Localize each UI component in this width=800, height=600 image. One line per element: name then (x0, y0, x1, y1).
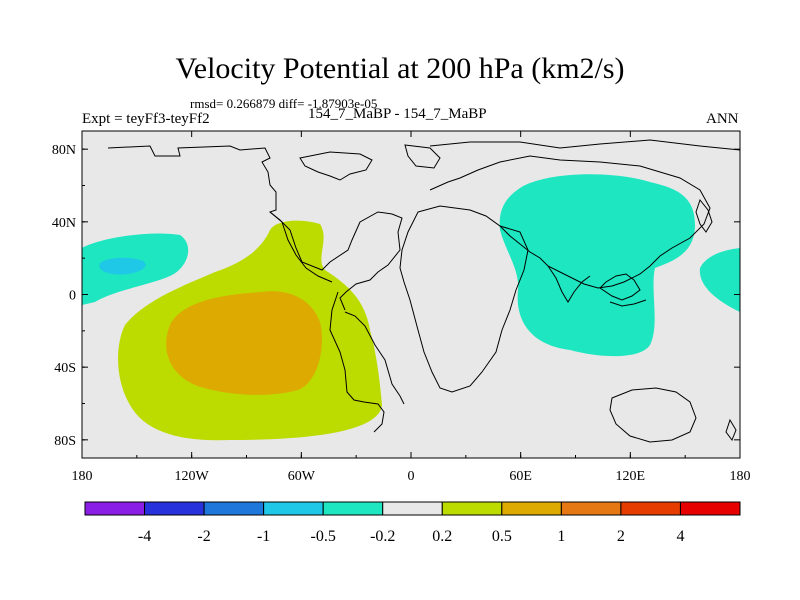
eurasia-outline (429, 139, 740, 289)
north-america-west-coast (269, 211, 333, 283)
south-america-outline (329, 291, 405, 433)
japan-outline (695, 198, 713, 233)
x-axis: 180 120W 60W 0 60E 120E 180 (72, 131, 751, 484)
colorbar-label: 2 (617, 528, 625, 545)
positive-0.5-core (166, 291, 322, 395)
colorbar-box (560, 501, 622, 516)
colorbar-label: -0.2 (370, 528, 395, 545)
x-tick-label: 120E (616, 469, 646, 484)
colorbar-box (620, 501, 681, 516)
australia-outline (609, 387, 697, 443)
colorbar-label: 4 (676, 528, 684, 545)
colorbar-box (84, 501, 146, 516)
contour-layer (82, 174, 740, 441)
colorbar-box (263, 501, 324, 516)
colorbar-label: 0.2 (432, 528, 452, 545)
colorbar-box (144, 501, 205, 516)
negative-central-pacific-core (99, 257, 146, 275)
colorbar-box (501, 501, 562, 516)
colorbar-label: 1 (557, 528, 565, 545)
x-tick-label: 120W (175, 469, 210, 484)
india-outline (547, 265, 591, 303)
y-tick-label: 40N (52, 216, 76, 231)
x-tick-label: 180 (72, 469, 93, 484)
north-america-outline (107, 145, 403, 311)
chart-title: Velocity Potential at 200 hPa (km2/s) (175, 52, 625, 85)
x-tick-label: 60W (288, 469, 316, 484)
y-tick-label: 80S (54, 434, 76, 449)
colorbar-label: -0.5 (311, 528, 336, 545)
y-tick-label: 80N (52, 143, 76, 158)
y-axis: 80N 40N 0 40S 80S (52, 143, 740, 449)
colorbar-label: -4 (138, 528, 151, 545)
negative-asia-pacific (499, 174, 695, 357)
chart-subtitle: rmsd= 0.266879 diff= -1.87903e-05 (190, 96, 378, 111)
x-tick-label: 180 (730, 469, 751, 484)
y-tick-label: 0 (69, 289, 76, 304)
x-tick-label: 0 (408, 469, 415, 484)
colorbar-box (322, 501, 384, 516)
colorbar-box (679, 501, 741, 516)
colorbar-label: 0.5 (492, 528, 512, 545)
colorbar-box (203, 501, 265, 516)
negative-east-pacific-edge (699, 248, 740, 312)
season-label: ANN (706, 111, 739, 127)
x-tick-label: 60E (509, 469, 532, 484)
new-zealand-outline (725, 418, 737, 442)
colorbar-label: -2 (197, 528, 210, 545)
colorbar-box (441, 501, 503, 516)
y-tick-label: 40S (54, 361, 76, 376)
coastlines (107, 139, 740, 443)
colorbar-box (382, 501, 443, 516)
experiment-label: Expt = teyFf3-teyFf2 (82, 111, 210, 127)
southeast-asia-outline (599, 273, 647, 307)
greenland-outline (299, 144, 441, 181)
colorbar-label: -1 (257, 528, 270, 545)
colorbar: -4 -2 -1 -0.5 -0.2 0.2 0.5 1 2 4 (84, 501, 741, 545)
case-label: 154_7_MaBP - 154_7_MaBP (308, 106, 487, 122)
